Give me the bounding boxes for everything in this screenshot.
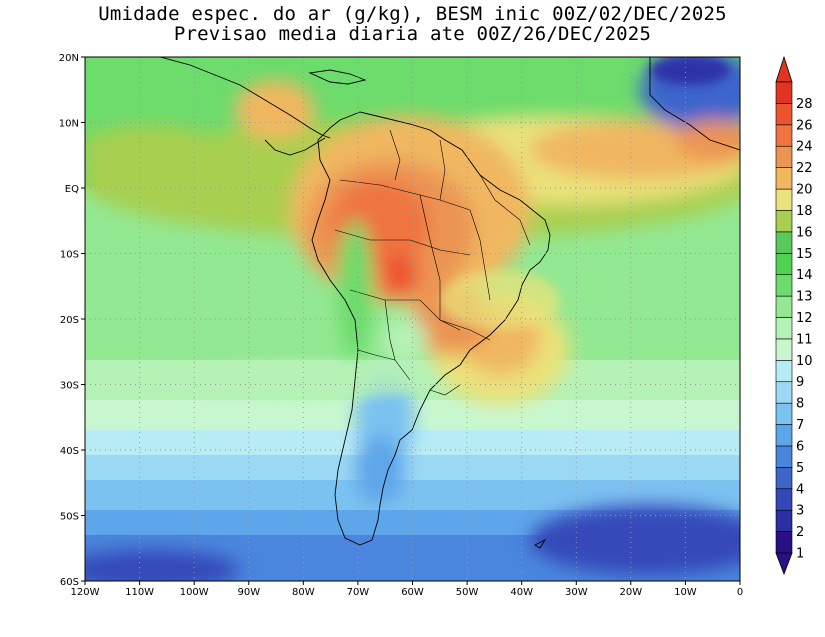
- colorbar-label: 4: [796, 482, 804, 497]
- lon-tick-label: 50W: [456, 587, 479, 598]
- lon-tick-label: 80W: [292, 587, 315, 598]
- humidity-field: [85, 57, 740, 581]
- colorbar-label: 28: [796, 97, 813, 112]
- map-title-line-1: Umidade espec. do ar (g/kg), BESM inic 0…: [98, 3, 727, 25]
- colorbar-swatch: [775, 274, 793, 297]
- colorbar-swatch: [775, 167, 793, 190]
- lat-tick-label: 10S: [60, 250, 79, 261]
- colorbar-swatch: [775, 317, 793, 340]
- colorbar-swatch: [775, 252, 793, 275]
- colorbar-label: 14: [796, 268, 813, 283]
- lon-tick-label: 100W: [180, 587, 209, 598]
- lon-tick-label: 40W: [510, 587, 533, 598]
- lat-tick-marks: [81, 56, 85, 582]
- lat-tick-label: 60S: [60, 577, 79, 588]
- lat-tick-label: 10N: [59, 119, 79, 130]
- lat-tick-label: EQ: [65, 184, 79, 195]
- colorbar-swatch: [775, 467, 793, 490]
- colorbar-swatch: [775, 424, 793, 447]
- colorbar-swatch: [775, 124, 793, 147]
- colorbar-label: 7: [796, 418, 804, 433]
- colorbar-label: 26: [796, 118, 813, 133]
- colorbar-swatch: [775, 210, 793, 233]
- colorbar-swatch: [775, 338, 793, 361]
- political-borders: [334, 129, 531, 396]
- lat-tick-label: 20S: [60, 315, 79, 326]
- colorbar-label: 10: [796, 354, 813, 369]
- colorbar-label: 24: [796, 140, 813, 155]
- lat-tick-label: 40S: [60, 446, 79, 457]
- colorbar-swatch: [775, 103, 793, 126]
- lat-tick-labels: 20N 10N EQ 10S 20S 30S 40S 50S 60S: [59, 53, 79, 588]
- colorbar-swatch: [775, 445, 793, 468]
- lon-tick-label: 90W: [237, 587, 260, 598]
- lon-tick-marks: [84, 581, 741, 585]
- colorbar-label: 11: [796, 332, 813, 347]
- colorbar-swatch: [775, 188, 793, 211]
- colorbar-swatch: [775, 295, 793, 318]
- colorbar-min-arrow: [775, 552, 793, 576]
- lon-tick-labels: 120W 110W 100W 90W 80W 70W 60W 50W 40W 3…: [71, 587, 744, 598]
- lat-tick-label: 30S: [60, 381, 79, 392]
- colorbar-swatch: [775, 531, 793, 554]
- lon-tick-label: 20W: [619, 587, 642, 598]
- lon-tick-label: 0: [737, 587, 743, 598]
- colorbar-label: 20: [796, 183, 813, 198]
- colorbar-swatch: [775, 402, 793, 425]
- colorbar-swatch: [775, 509, 793, 532]
- graticule: [85, 57, 740, 581]
- colorbar-label: 5: [796, 461, 804, 476]
- lon-tick-label: 120W: [71, 587, 100, 598]
- colorbar-swatch: [775, 81, 793, 104]
- colorbar-label: 16: [796, 225, 813, 240]
- colorbar-swatch: [775, 231, 793, 254]
- colorbar-label: 8: [796, 397, 804, 412]
- lat-tick-label: 50S: [60, 512, 79, 523]
- colorbar-label: 18: [796, 204, 813, 219]
- lat-tick-label: 20N: [59, 53, 79, 64]
- lon-tick-label: 110W: [125, 587, 154, 598]
- lon-tick-label: 30W: [565, 587, 588, 598]
- lon-tick-label: 70W: [347, 587, 370, 598]
- colorbar-label: 2: [796, 525, 804, 540]
- colorbar-swatch: [775, 360, 793, 383]
- coastlines: [159, 57, 740, 549]
- colorbar-label: 15: [796, 247, 813, 262]
- colorbar-label: 13: [796, 290, 813, 305]
- colorbar-swatch: [775, 488, 793, 511]
- colorbar-label: 9: [796, 375, 804, 390]
- colorbar-swatch: [775, 381, 793, 404]
- colorbar-label: 22: [796, 161, 813, 176]
- colorbar-label: 12: [796, 311, 813, 326]
- lon-tick-label: 10W: [674, 587, 697, 598]
- colorbar-label: 6: [796, 439, 804, 454]
- colorbar-swatch: [775, 145, 793, 168]
- map-title-line-2: Previsao media diaria ate 00Z/26/DEC/202…: [173, 23, 652, 45]
- colorbar-label: 1: [796, 547, 804, 562]
- lon-tick-label: 60W: [401, 587, 424, 598]
- colorbar-label: 3: [796, 504, 804, 519]
- colorbar-max-arrow: [775, 55, 793, 83]
